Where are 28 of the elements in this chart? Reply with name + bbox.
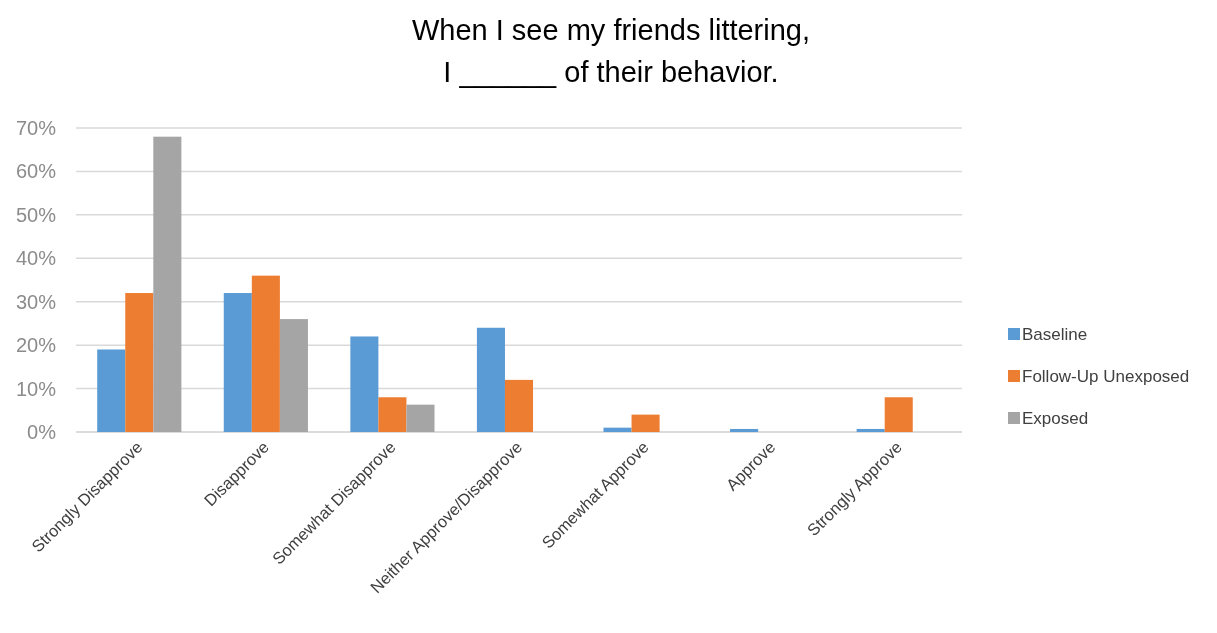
bar — [603, 427, 632, 432]
bar — [279, 319, 308, 432]
y-tick-label: 40% — [15, 247, 57, 270]
y-tick-label: 60% — [15, 160, 57, 183]
bar — [251, 275, 280, 432]
bar — [884, 397, 913, 432]
y-tick-label: 50% — [15, 203, 57, 226]
y-tick-label: 30% — [15, 290, 57, 313]
bar — [153, 136, 182, 432]
y-tick-label: 20% — [15, 334, 57, 357]
bar — [476, 327, 505, 432]
bar — [504, 379, 534, 432]
y-tick-label: 0% — [27, 421, 57, 443]
y-tick-label: 70% — [15, 117, 57, 139]
bar — [378, 397, 407, 432]
chart-title: When I see my friends littering, I ______ of their behavior. — [411, 14, 811, 88]
y-tick-label: 10% — [15, 377, 57, 400]
legend-label: Follow-Up Unexposed — [1022, 366, 1190, 386]
legend-label: Baseline — [1022, 324, 1088, 344]
bar — [406, 404, 435, 432]
bar — [730, 428, 759, 432]
bar — [350, 336, 379, 432]
legend-label: Exposed — [1022, 408, 1089, 428]
bar — [223, 293, 252, 432]
bar — [125, 293, 154, 432]
bar — [631, 414, 660, 432]
bar — [97, 349, 126, 432]
bar — [856, 428, 885, 432]
